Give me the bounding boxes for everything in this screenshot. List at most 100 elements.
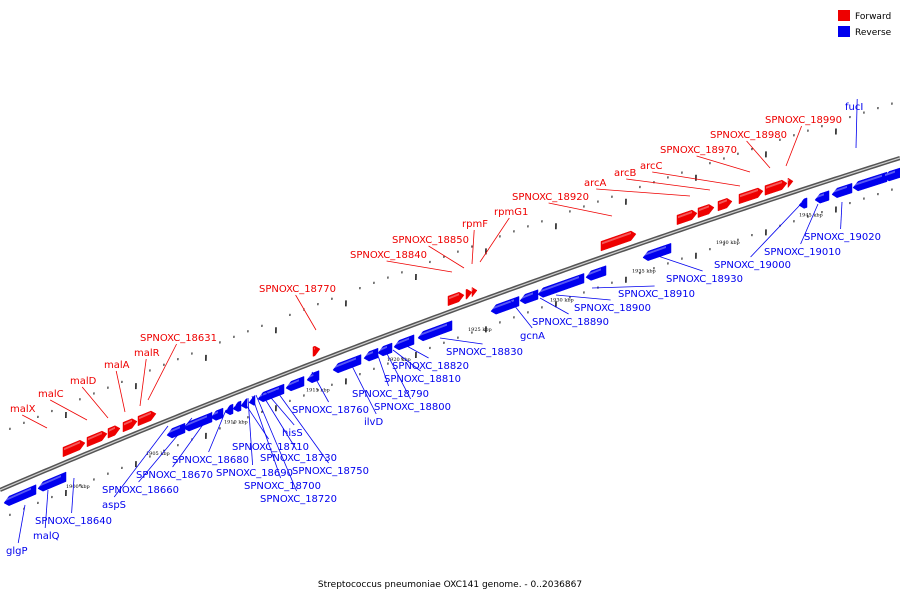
gene-leader-line [471, 229, 475, 265]
reverse-gene-label: SPNOXC_19020 [804, 232, 881, 243]
reverse-gene-label: SPNOXC_18640 [35, 516, 112, 527]
forward-gene-label: arcB [614, 168, 637, 179]
forward-gene-label: SPNOXC_18850 [392, 235, 469, 246]
gene-arrow-shine [833, 185, 847, 193]
gene-arrow-shine [88, 432, 102, 441]
gene-arrow-shine [226, 407, 228, 411]
gene-arrow-shine [395, 337, 409, 346]
gene-leader-line [50, 399, 88, 421]
reverse-gene-arrow [285, 376, 305, 392]
genome-caption: Streptococcus pneumoniae OXC141 genome. … [318, 580, 582, 590]
gene-arrow-shine [766, 181, 782, 189]
gene-arrow-shine [64, 441, 80, 451]
forward-gene-label: malD [70, 376, 97, 387]
gene-arrow-shine [885, 170, 895, 177]
gene-leader-line [746, 140, 771, 169]
gene-arrow-shine [719, 199, 727, 205]
gene-leader-line [172, 411, 213, 468]
reverse-gene-label: SPNOXC_18750 [292, 466, 369, 477]
reverse-gene-arrow [814, 190, 830, 204]
forward-gene-arrow [697, 204, 715, 218]
gene-arrow-shine [139, 412, 151, 420]
reverse-gene-arrow [248, 395, 256, 406]
gene-leader-line [71, 477, 75, 514]
reverse-gene-label: malQ [33, 531, 60, 542]
gene-leader-line [386, 260, 453, 273]
gene-arrows [3, 167, 900, 506]
gene-leader-line [428, 245, 465, 269]
forward-gene-arrow [787, 177, 794, 189]
gene-arrow-shine [816, 193, 824, 199]
gene-arrow-shine [212, 411, 218, 416]
gene-leader-line [375, 349, 389, 387]
reverse-gene-label: SPNOXC_18660 [102, 485, 179, 496]
reverse-gene-label: SPNOXC_18820 [392, 361, 469, 372]
reverse-gene-label: SPNOXC_18710 [232, 442, 309, 453]
kbp-tick-label: 1920 kbp [387, 357, 411, 363]
kbp-tick-label: 1915 kbp [306, 388, 330, 394]
forward-gene-label: arcC [640, 161, 663, 172]
gene-leader-line [295, 294, 317, 331]
gene-arrow-shine [234, 403, 236, 408]
reverse-gene-label: glgP [6, 546, 28, 557]
reverse-gene-arrow [831, 182, 853, 198]
gene-leader-line [265, 391, 295, 426]
forward-gene-arrow [676, 209, 698, 226]
forward-gene-arrow [717, 198, 733, 212]
forward-legend-label: Forward [855, 12, 891, 22]
gene-leader-line [139, 358, 147, 407]
forward-legend-swatch [838, 10, 850, 21]
reverse-gene-label: SPNOXC_18760 [292, 405, 369, 416]
gene-arrow-shine [419, 323, 447, 337]
reverse-gene-arrow [37, 471, 67, 492]
gene-arrow-shine [699, 205, 709, 212]
forward-gene-arrow [312, 345, 321, 357]
forward-gene-arrow [471, 286, 478, 298]
reverse-gene-label: SPNOXC_18800 [374, 402, 451, 413]
gene-arrow-shine [259, 387, 279, 398]
gene-arrow-shine [168, 426, 180, 434]
forward-gene-label: SPNOXC_18770 [259, 284, 336, 295]
gene-arrow-shine [539, 276, 579, 293]
forward-gene-label: SPNOXC_18631 [140, 333, 217, 344]
gene-leader-line [113, 425, 169, 498]
reverse-gene-label: SPNOXC_18900 [574, 303, 651, 314]
kbp-tick-label: 1940 kbp [716, 240, 740, 246]
kbp-scale: 1900 kbp 1905 kbp 1910 kbp 1915 kbp 1920 kbp… [66, 213, 823, 491]
gene-leader-line [626, 178, 711, 191]
gene-arrow-shine [39, 475, 61, 487]
gene-leader-line [479, 217, 510, 263]
gene-leader-line [785, 125, 802, 167]
gene-leader-line [596, 188, 691, 197]
gene-arrow-shine [185, 415, 207, 427]
gene-arrow-shine [492, 299, 514, 310]
gene-arrow-shine [788, 179, 789, 182]
gene-leader-line [208, 409, 227, 453]
gene-arrow-shine [521, 292, 533, 300]
reverse-gene-label: SPNOXC_19000 [714, 260, 791, 271]
forward-gene-label: SPNOXC_18970 [660, 145, 737, 156]
gene-leader-line [81, 386, 109, 419]
kbp-tick-label: 1930 kbp [550, 297, 574, 303]
forward-gene-arrow [137, 410, 157, 427]
gene-leader-line [800, 203, 819, 245]
gene-leader-line [349, 361, 377, 415]
gene-arrow-shine [5, 487, 31, 502]
kbp-tick-label: 1925 kbp [468, 327, 492, 333]
gene-leader-line [509, 299, 533, 329]
gene-arrow-shine [334, 357, 356, 369]
gene-leader-line [275, 389, 329, 464]
forward-gene-label: rpmF [462, 219, 488, 230]
reverse-gene-arrow [393, 334, 415, 351]
reverse-gene-label: SPNOXC_18690 [216, 468, 293, 479]
reverse-gene-arrow [585, 265, 607, 281]
reverse-gene-label: SPNOXC_18670 [136, 470, 213, 481]
gene-arrow-shine [314, 347, 315, 350]
forward-gene-label: arcA [584, 178, 607, 189]
reverse-gene-arrow [240, 398, 248, 409]
reverse-gene-label: aspS [102, 500, 126, 511]
gene-leader-line [392, 349, 421, 372]
gene-leader-line [591, 285, 655, 289]
